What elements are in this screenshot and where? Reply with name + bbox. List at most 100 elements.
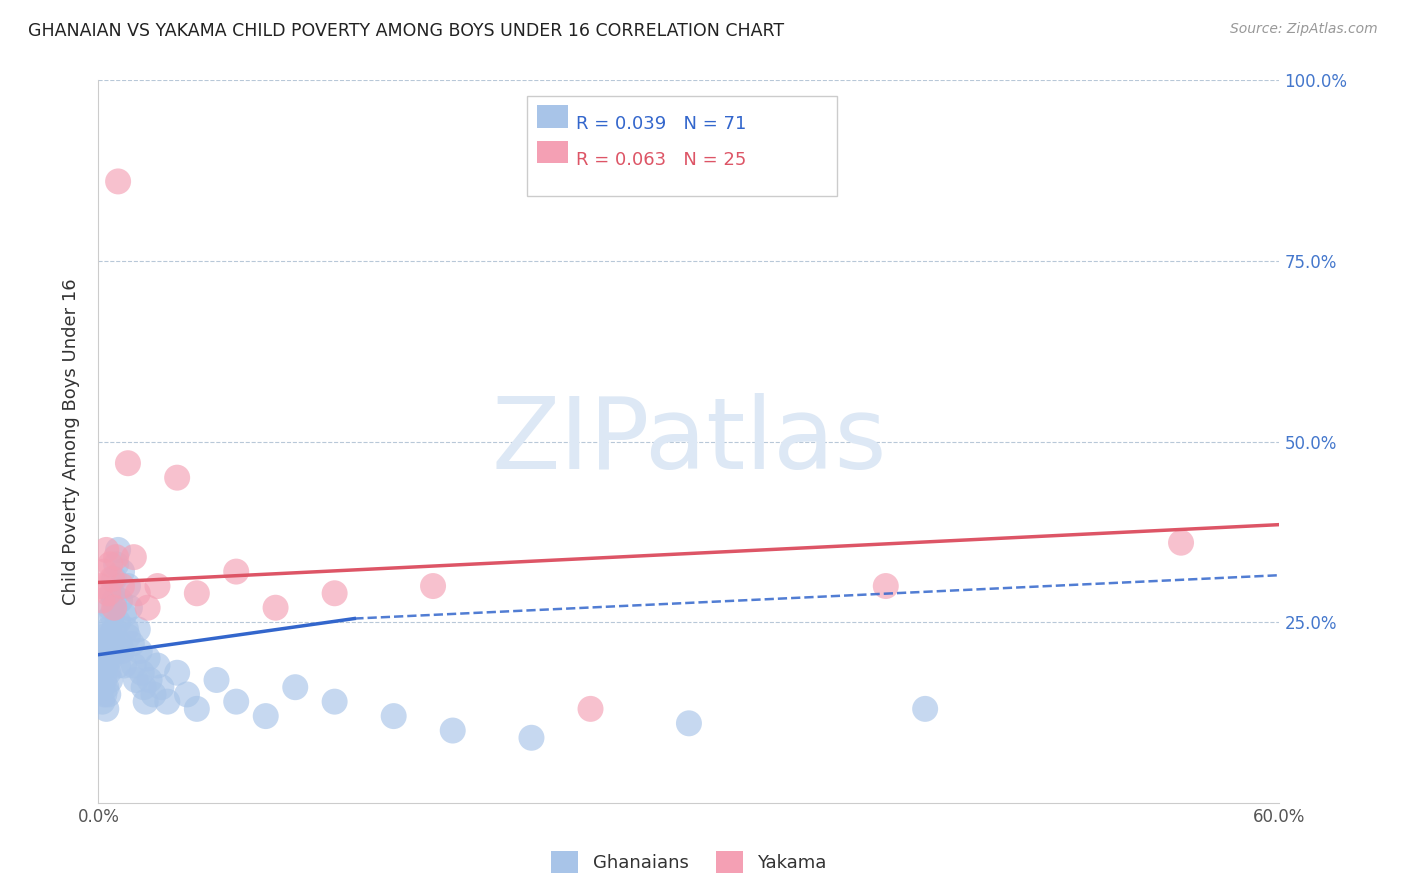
Text: R = 0.039   N = 71: R = 0.039 N = 71 <box>576 115 747 133</box>
Point <box>323 586 346 600</box>
Point <box>93 565 115 579</box>
Point <box>117 579 139 593</box>
Point <box>128 644 150 658</box>
Point <box>115 623 138 637</box>
Point <box>678 716 700 731</box>
Point <box>579 702 602 716</box>
Point <box>127 623 149 637</box>
Point <box>135 695 157 709</box>
Point <box>107 542 129 557</box>
Point <box>176 687 198 701</box>
Text: GHANAIAN VS YAKAMA CHILD POVERTY AMONG BOYS UNDER 16 CORRELATION CHART: GHANAIAN VS YAKAMA CHILD POVERTY AMONG B… <box>28 22 785 40</box>
Point <box>323 695 346 709</box>
Point <box>225 565 247 579</box>
Point <box>108 593 131 607</box>
Point <box>89 579 111 593</box>
Point <box>146 658 169 673</box>
Text: Source: ZipAtlas.com: Source: ZipAtlas.com <box>1230 22 1378 37</box>
Point <box>382 709 405 723</box>
Point <box>107 615 129 630</box>
Point <box>93 630 115 644</box>
Point <box>105 558 128 572</box>
Point <box>101 572 124 586</box>
Point <box>121 637 143 651</box>
Point <box>150 680 173 694</box>
Point <box>98 673 121 687</box>
Point <box>127 586 149 600</box>
Point <box>914 702 936 716</box>
Point <box>89 651 111 665</box>
Point <box>98 600 121 615</box>
Point <box>97 687 120 701</box>
Point <box>108 637 131 651</box>
Point <box>101 607 124 622</box>
Point <box>93 651 115 665</box>
Point <box>91 658 114 673</box>
Point <box>98 651 121 665</box>
Point <box>284 680 307 694</box>
Point <box>103 572 125 586</box>
Point <box>98 558 121 572</box>
Point <box>132 680 155 694</box>
Point <box>166 470 188 484</box>
Point <box>112 607 135 622</box>
Point <box>875 579 897 593</box>
Point <box>89 665 111 680</box>
Point <box>254 709 277 723</box>
Point <box>112 658 135 673</box>
Point <box>103 623 125 637</box>
Point <box>146 579 169 593</box>
Point <box>186 702 208 716</box>
Point <box>105 550 128 565</box>
Point <box>107 174 129 188</box>
Point <box>156 695 179 709</box>
Point <box>166 665 188 680</box>
Point <box>111 565 134 579</box>
Point <box>97 644 120 658</box>
Point <box>97 665 120 680</box>
Point <box>93 687 115 701</box>
Point <box>117 456 139 470</box>
Point <box>138 673 160 687</box>
Point <box>264 600 287 615</box>
Point <box>122 550 145 565</box>
Point <box>117 630 139 644</box>
Point <box>98 630 121 644</box>
Point <box>93 615 115 630</box>
Point <box>96 702 118 716</box>
Legend: Ghanaians, Yakama: Ghanaians, Yakama <box>544 844 834 880</box>
Text: R = 0.063   N = 25: R = 0.063 N = 25 <box>576 151 747 169</box>
Point <box>96 658 118 673</box>
Point <box>103 593 125 607</box>
Point <box>96 542 118 557</box>
Point <box>105 644 128 658</box>
Point <box>186 586 208 600</box>
Point <box>1170 535 1192 549</box>
Point <box>101 586 124 600</box>
Point <box>118 600 141 615</box>
Point <box>225 695 247 709</box>
Point <box>441 723 464 738</box>
Point <box>101 637 124 651</box>
Point <box>520 731 543 745</box>
Point <box>136 651 159 665</box>
Point <box>111 579 134 593</box>
Point <box>107 658 129 673</box>
Point <box>93 673 115 687</box>
Point <box>97 623 120 637</box>
Point <box>125 673 148 687</box>
Point <box>103 600 125 615</box>
Point <box>136 600 159 615</box>
Point <box>111 644 134 658</box>
Point <box>96 637 118 651</box>
Point <box>91 680 114 694</box>
Point <box>91 695 114 709</box>
Point <box>422 579 444 593</box>
Point <box>122 658 145 673</box>
Point <box>97 586 120 600</box>
Point <box>142 687 165 701</box>
Point <box>96 680 118 694</box>
Point <box>205 673 228 687</box>
Point <box>91 637 114 651</box>
Point <box>131 665 153 680</box>
